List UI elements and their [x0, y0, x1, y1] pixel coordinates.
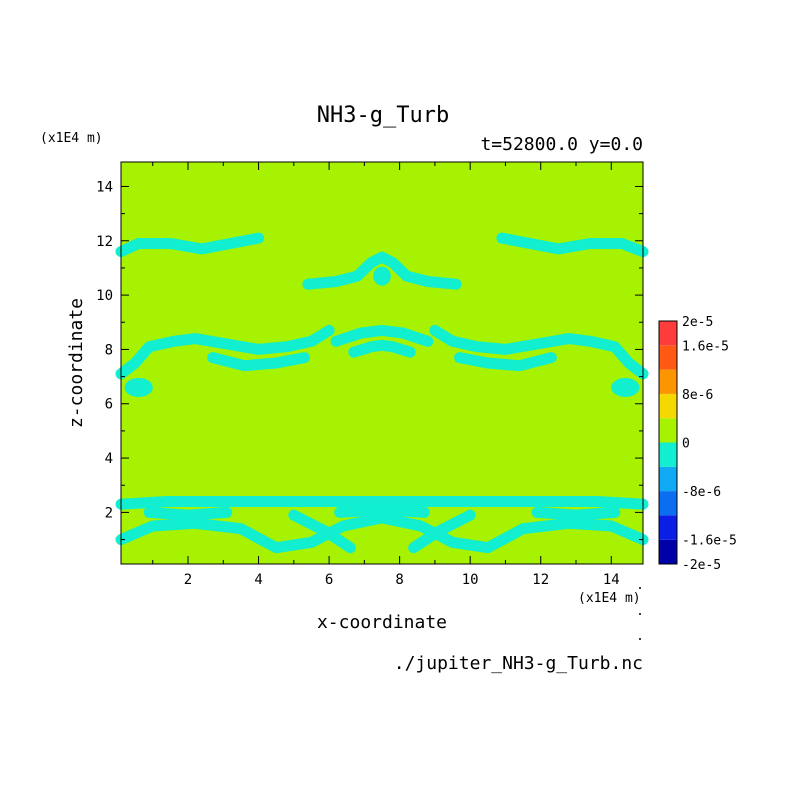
- plot-area: 2 4 6 8 10 12 14 2 4 6 8 10 12 14: [96, 161, 649, 588]
- x-unit-label: (x1E4 m): [578, 591, 641, 606]
- x-tick-label: 12: [532, 572, 549, 588]
- negative-band-4: [429, 324, 649, 380]
- plot-frame: [120, 161, 644, 565]
- negative-band-0: [115, 232, 265, 258]
- negative-band-2: [302, 251, 462, 290]
- source-file-label: ./jupiter_NH3-g_Turb.nc: [394, 653, 643, 674]
- x-axis-label: x-coordinate: [317, 612, 447, 633]
- chart-subtitle: t=52800.0 y=0.0: [480, 134, 643, 155]
- colorbar: 2e-5 1.6e-5 8e-6 0 -8e-6 -1.6e-5 -2e-5: [658, 315, 737, 573]
- colorbar-label: 0: [682, 437, 690, 452]
- y-tick-label: 12: [96, 234, 113, 250]
- y-tick-label: 8: [105, 342, 113, 358]
- negative-band-10: [115, 512, 649, 554]
- y-unit-label: (x1E4 m): [40, 131, 103, 146]
- negative-band-1: [496, 232, 649, 258]
- x-tick-label: 2: [184, 572, 192, 588]
- colorbar-segment: [659, 418, 677, 443]
- y-axis-ticks: 2 4 6 8 10 12 14: [96, 179, 643, 541]
- y-tick-label: 10: [96, 288, 113, 304]
- x-tick-label: 6: [325, 572, 333, 588]
- colorbar-segment: [659, 393, 677, 419]
- y-tick-label: 14: [96, 179, 113, 195]
- negative-band-6: [348, 339, 416, 358]
- colorbar-label: -8e-6: [682, 485, 721, 500]
- colorbar-label: -1.6e-5: [682, 534, 737, 549]
- negative-band-13: [288, 509, 356, 554]
- colorbar-label: 1.6e-5: [682, 339, 729, 354]
- negative-band-7: [207, 352, 310, 372]
- colorbar-segment: [659, 442, 677, 467]
- colorbar-frame: [658, 320, 678, 565]
- x-axis-ticks: 2 4 6 8 10 12 14: [152, 162, 620, 588]
- colorbar-label: 8e-6: [682, 388, 713, 403]
- colorbar-segment: [659, 369, 677, 394]
- negative-band-9: [115, 496, 649, 510]
- chart-title: NH3-g_Turb: [317, 103, 449, 128]
- y-axis-label: z-coordinate: [66, 298, 87, 428]
- x-tick-label: 8: [395, 572, 403, 588]
- colorbar-segment: [659, 539, 677, 564]
- negative-band-5: [330, 324, 434, 347]
- colorbar-label: -2e-5: [682, 558, 721, 573]
- y-tick-label: 4: [105, 451, 113, 467]
- x-tick-label: 14: [603, 572, 620, 588]
- y-tick-label: 2: [105, 505, 113, 521]
- negative-band-14: [408, 509, 476, 554]
- y-tick-label: 6: [105, 397, 113, 413]
- x-tick-label: 4: [254, 572, 262, 588]
- colorbar-label: 2e-5: [682, 315, 713, 330]
- negative-blob-0: [373, 266, 391, 286]
- colorbar-segment: [659, 515, 677, 540]
- negative-blob-2: [611, 377, 640, 397]
- colorbar-segment: [659, 345, 677, 370]
- corner-marks: [639, 587, 641, 640]
- negative-band-15: [334, 504, 430, 518]
- negative-band-12: [531, 506, 621, 521]
- negative-anomaly-layer: [115, 232, 649, 554]
- negative-band-11: [143, 506, 233, 521]
- colorbar-segment: [659, 466, 677, 492]
- negative-band-3: [115, 324, 335, 380]
- colorbar-segment: [659, 491, 677, 516]
- colorbar-segment: [659, 321, 677, 346]
- negative-band-8: [454, 352, 557, 372]
- x-tick-label: 10: [462, 572, 479, 588]
- negative-blob-1: [124, 377, 153, 397]
